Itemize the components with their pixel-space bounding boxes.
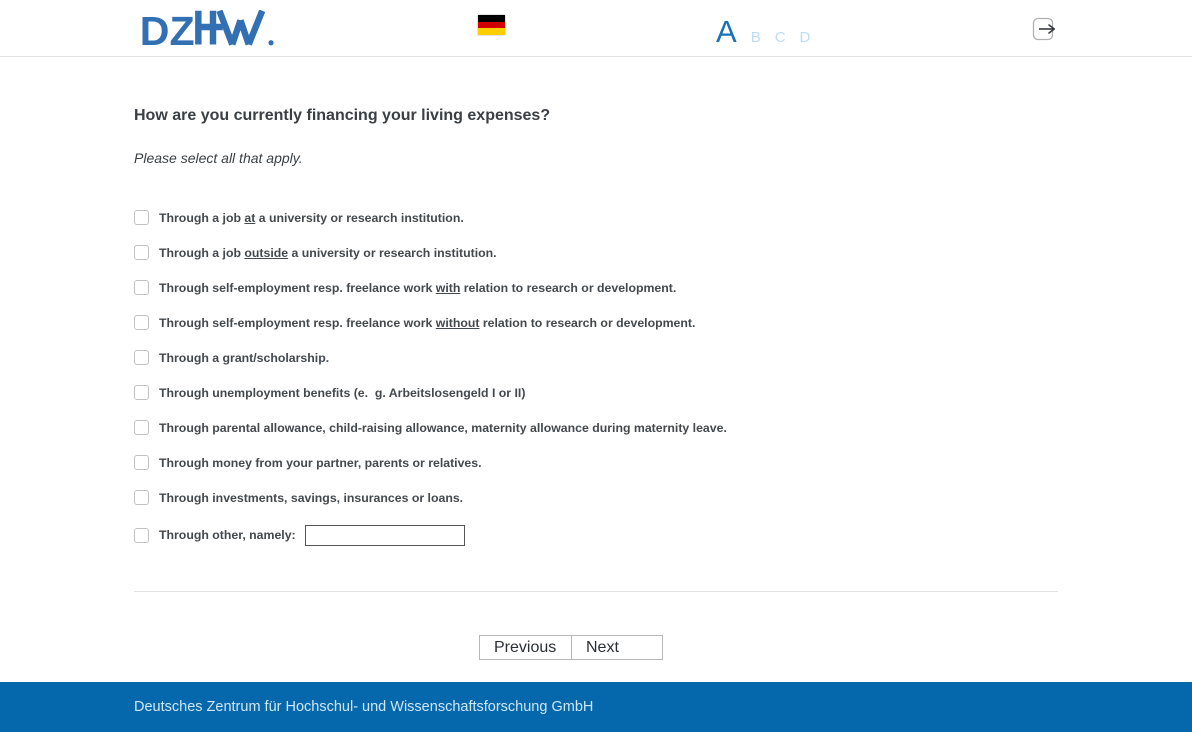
svg-text:DZ: DZ <box>142 10 195 53</box>
